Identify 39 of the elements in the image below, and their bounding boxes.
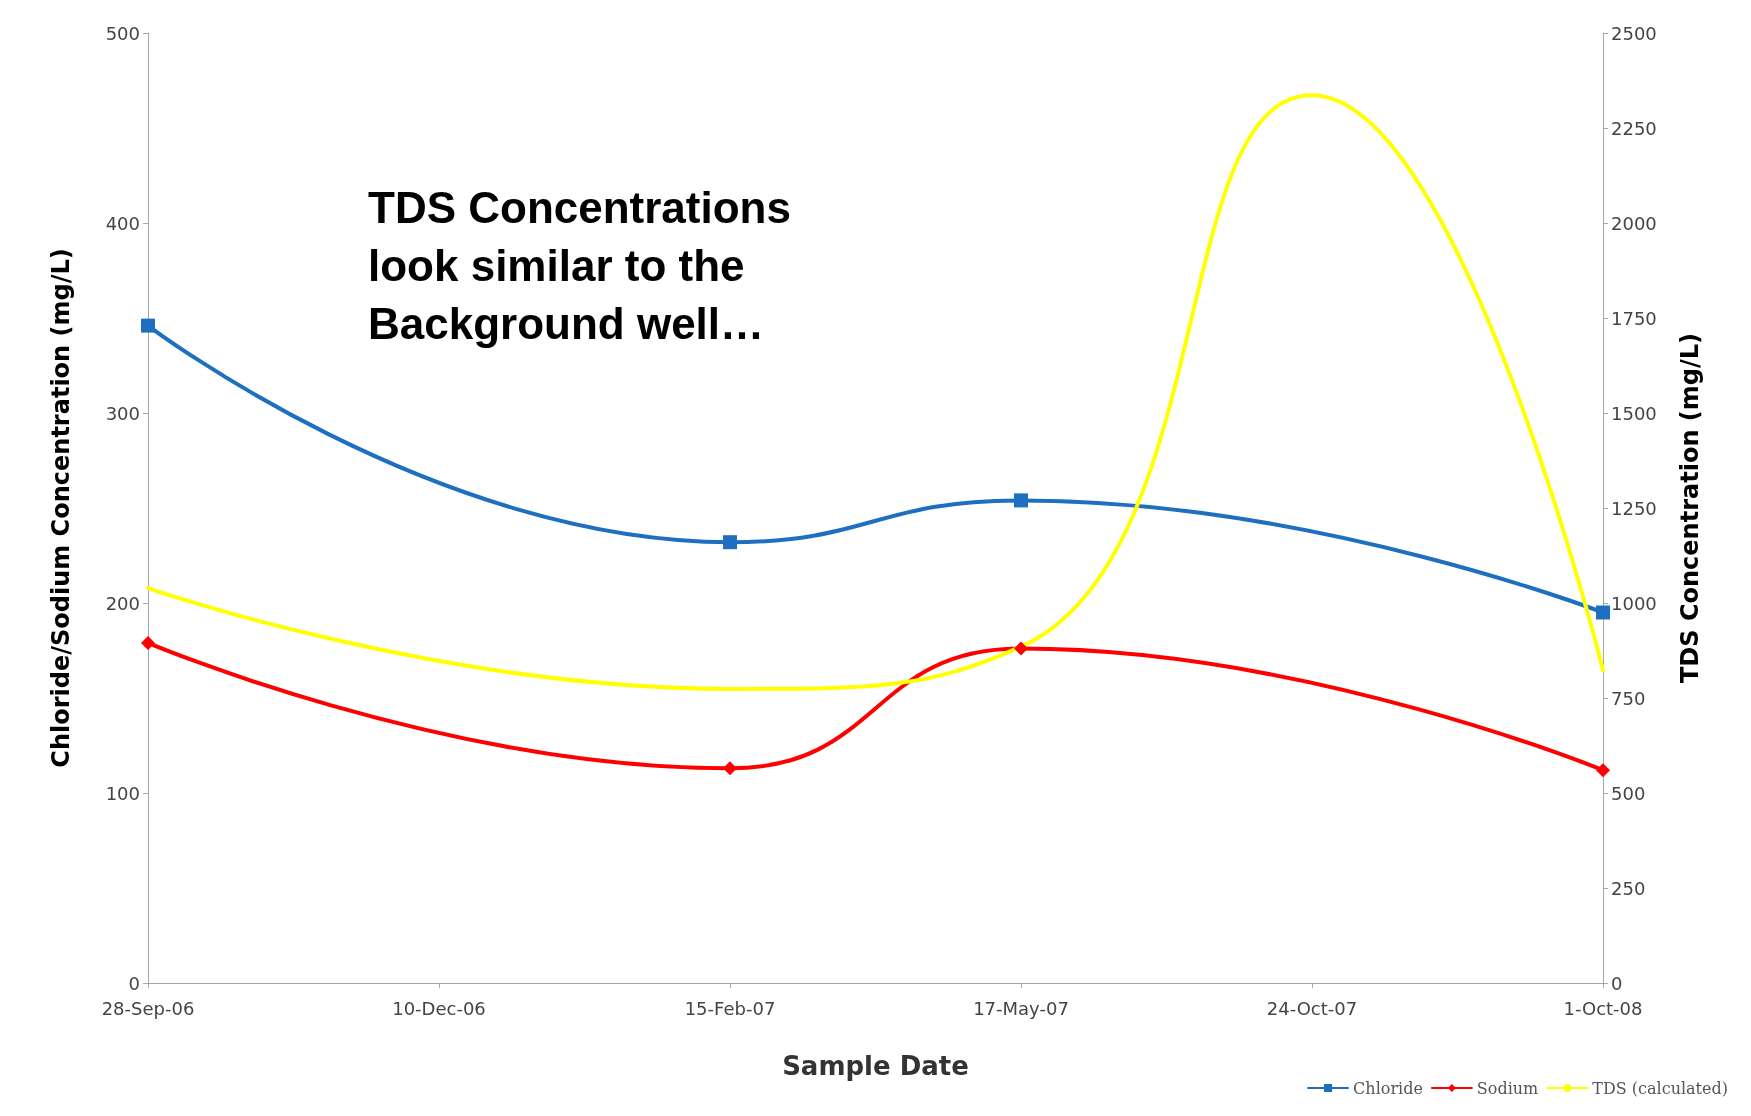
y2-tick-label: 1000: [1611, 592, 1657, 614]
x-tick-label: 24-Oct-07: [1266, 997, 1358, 1019]
legend-label: Sodium: [1476, 1078, 1539, 1098]
y2-tick-label: 1750: [1611, 307, 1657, 329]
point: [723, 535, 737, 550]
x-tick-label: 10-Dec-06: [392, 997, 486, 1019]
legend-label: Chloride: [1353, 1078, 1423, 1098]
x-tick-label: 15-Feb-07: [684, 997, 776, 1019]
y-tick-label: 100: [105, 782, 140, 804]
y2-tick-label: 1250: [1611, 497, 1657, 519]
y2-tick-label: 2000: [1611, 212, 1657, 234]
point: [141, 635, 155, 650]
y2-axis-title: TDS Concentration (mg/L): [1676, 332, 1704, 684]
x-tick-label: 28-Sep-06: [101, 997, 195, 1019]
point: [723, 761, 737, 776]
y2-tick-label: 0: [1611, 972, 1623, 994]
y2-tick-label: 2500: [1611, 22, 1657, 44]
y-tick-label: 400: [105, 212, 140, 234]
legend-label: TDS (calculated): [1592, 1078, 1729, 1098]
x-axis-title: Sample Date: [782, 1051, 969, 1081]
point: [1596, 605, 1610, 620]
y-tick-label: 500: [105, 22, 140, 44]
y2-tick-label: 750: [1611, 687, 1646, 709]
point: [141, 318, 155, 333]
x-tick-label: 1-Oct-08: [1563, 997, 1643, 1019]
point: [1014, 493, 1028, 508]
y2-tick-label: 500: [1611, 782, 1646, 804]
point: [1596, 763, 1610, 778]
line-series: [146, 93, 1605, 691]
y2-tick-label: 1500: [1611, 402, 1657, 424]
y-tick-label: 0: [128, 972, 140, 994]
y2-tick-label: 2250: [1611, 117, 1657, 139]
y-tick-label: 300: [105, 402, 140, 424]
x-tick-label: 17-May-07: [973, 997, 1069, 1019]
point: [1014, 641, 1028, 656]
y-axis-title: Chloride/Sodium Concentration (mg/L): [47, 248, 75, 768]
y2-tick-label: 250: [1611, 877, 1646, 899]
y-tick-label: 200: [105, 592, 140, 614]
annotation: TDS Concentrations look similar to the Background well…: [368, 182, 804, 348]
